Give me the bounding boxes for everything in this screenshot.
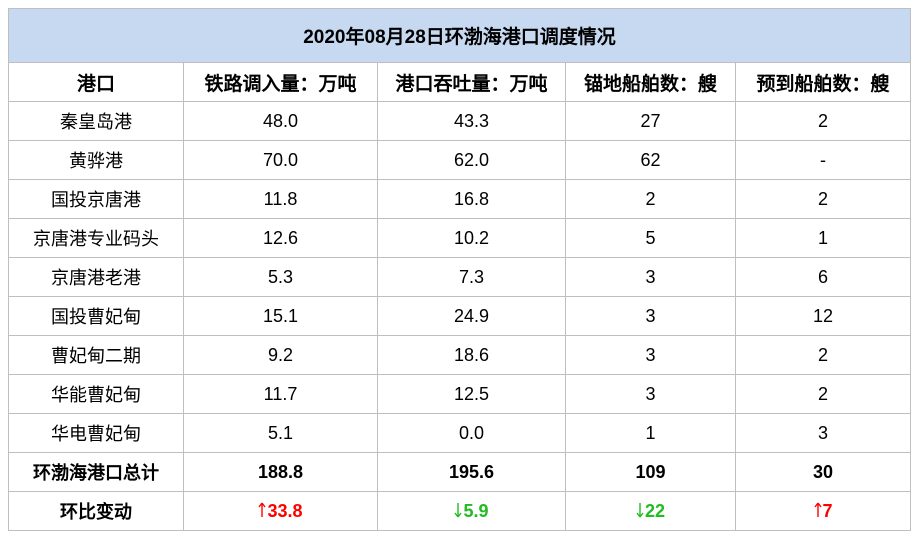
arrow-down [636,502,644,517]
cell: 7.3 [377,257,566,297]
arrow-up [813,502,822,517]
cell: 48.0 [183,101,378,141]
port-name: 黄骅港 [8,140,184,180]
port-name: 国投曹妃甸 [8,296,184,336]
total-cell: 109 [565,452,736,492]
cell: 3 [565,296,736,336]
change-value: 22 [644,500,666,521]
data-row: 秦皇岛港 48.0 43.3 27 2 [8,101,912,141]
cell: 3 [565,335,736,375]
cell: 3 [734,413,912,453]
cell: 3 [565,374,736,414]
change-cell: 7 [734,491,912,531]
cell: 11.7 [183,374,378,414]
cell: 18.6 [377,335,566,375]
column-header: 预到船舶数：艘 [734,62,912,102]
cell: 2 [565,179,736,219]
change-cell: 5.9 [377,491,566,531]
cell: 3 [565,257,736,297]
cell: 62 [565,140,736,180]
cell: 12 [734,296,912,336]
header-row: 港口 铁路调入量：万吨 港口吞吐量：万吨 锚地船舶数：艘 预到船舶数：艘 [8,62,912,102]
data-row: 华能曹妃甸 11.7 12.5 3 2 [8,374,912,414]
cell: 16.8 [377,179,566,219]
cell: 5 [565,218,736,258]
cell: 43.3 [377,101,566,141]
cell: 9.2 [183,335,378,375]
port-name: 京唐港老港 [8,257,184,297]
data-row: 国投京唐港 11.8 16.8 2 2 [8,179,912,219]
cell: 12.6 [183,218,378,258]
change-label: 环比变动 [8,491,184,531]
port-name: 曹妃甸二期 [8,335,184,375]
cell: 2 [734,335,912,375]
cell: 1 [734,218,912,258]
port-name: 国投京唐港 [8,179,184,219]
port-name: 华电曹妃甸 [8,413,184,453]
column-header: 锚地船舶数：艘 [565,62,736,102]
cell: 2 [734,179,912,219]
data-row: 京唐港老港 5.3 7.3 3 6 [8,257,912,297]
cell: 6 [734,257,912,297]
data-row: 黄骅港 70.0 62.0 62- [8,140,912,180]
column-header: 港口吞吐量：万吨 [377,62,566,102]
change-cell: 22 [565,491,736,531]
cell: 24.9 [377,296,566,336]
cell: 11.8 [183,179,378,219]
cell: 2 [734,374,912,414]
port-table: 2020年08月28日环渤海港口调度情况 港口 铁路调入量：万吨 港口吞吐量：万吨锚… [7,8,912,531]
port-name: 京唐港专业码头 [8,218,184,258]
change-value: 7 [822,500,833,521]
data-row: 华电曹妃甸 5.1 0.0 1 3 [8,413,912,453]
total-cell: 30 [734,452,912,492]
cell: 0.0 [377,413,566,453]
cell: 12.5 [377,374,566,414]
title-row: 2020年08月28日环渤海港口调度情况 [7,8,912,63]
total-cell: 195.6 [377,452,566,492]
cell: 10.2 [377,218,566,258]
data-row: 曹妃甸二期 9.2 18.6 3 2 [8,335,912,375]
cell: 15.1 [183,296,378,336]
change-value: 33.8 [267,500,303,521]
cell: 5.3 [183,257,378,297]
arrow-down [454,502,463,517]
cell: 2 [734,101,912,141]
data-row: 国投曹妃甸 15.1 24.9 3 12 [8,296,912,336]
cell: 70.0 [183,140,378,180]
column-header: 港口 [8,62,184,102]
cell: 5.1 [183,413,378,453]
cell: 1 [565,413,736,453]
data-row: 京唐港专业码头 12.6 10.2 5 1 [8,218,912,258]
port-name: 华能曹妃甸 [8,374,184,414]
change-cell: 33.8 [183,491,378,531]
change-value: 5.9 [463,500,489,521]
cell: 27 [565,101,736,141]
cell: - [734,140,912,180]
arrow-up [258,502,267,517]
total-cell: 环渤海港口总计 [8,452,184,492]
total-cell: 188.8 [183,452,378,492]
cell: 62.0 [377,140,566,180]
port-name: 秦皇岛港 [8,101,184,141]
column-header: 铁路调入量：万吨 [183,62,378,102]
change-row: 环比变动 33.8 5.9 22 7 [8,491,912,531]
table-title: 2020年08月28日环渤海港口调度情况 [7,8,912,63]
total-row: 环渤海港口总计 188.8 195.6 109 30 [8,452,912,492]
